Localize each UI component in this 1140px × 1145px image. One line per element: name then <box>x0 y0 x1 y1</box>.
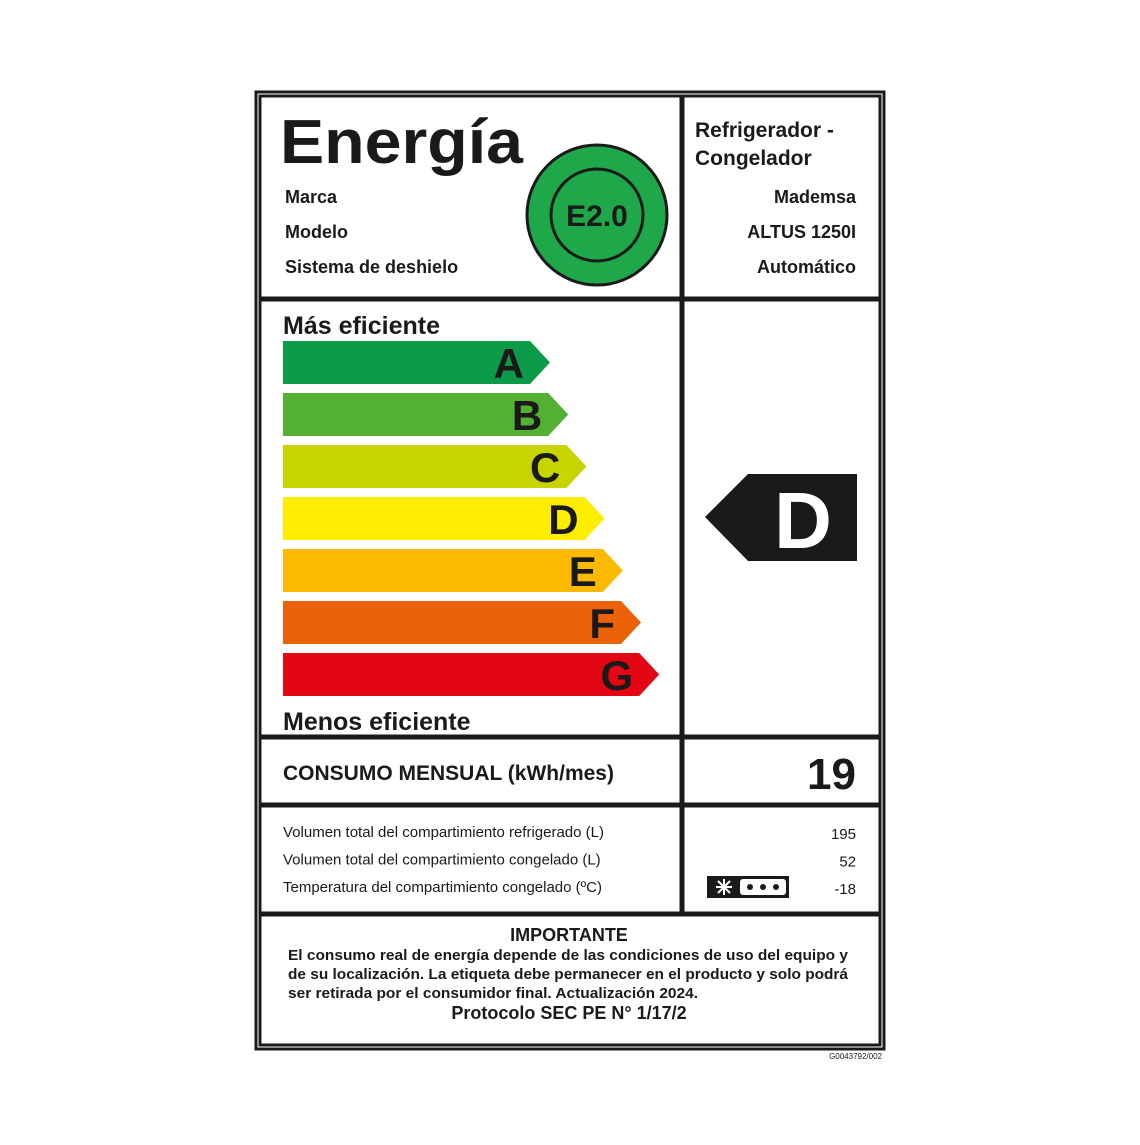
notice-title: IMPORTANTE <box>510 925 628 945</box>
consumption-value: 19 <box>807 750 856 799</box>
cell <box>258 736 683 806</box>
badge-circle <box>525 143 669 287</box>
cell <box>258 298 683 738</box>
rating-letter: D <box>774 476 832 565</box>
product-type: Congelador <box>695 147 812 170</box>
field-value: Mademsa <box>774 187 857 207</box>
class-arrow <box>283 393 569 436</box>
class-letter: B <box>512 392 542 439</box>
product-type: Refrigerador - <box>695 119 834 142</box>
notice-line: El consumo real de energía depende de la… <box>288 947 849 964</box>
class-arrow <box>283 653 660 696</box>
cell <box>681 804 882 915</box>
cell <box>681 736 882 806</box>
detail-value: -18 <box>834 881 856 898</box>
title: Energía <box>280 108 524 177</box>
class-arrow <box>283 445 587 488</box>
class-letter: F <box>589 600 615 647</box>
cell <box>258 94 683 300</box>
class-arrow <box>283 601 641 644</box>
class-arrow <box>283 549 623 592</box>
rating-arrow <box>705 474 857 561</box>
field-value: ALTUS 1250I <box>747 222 856 242</box>
class-letter: G <box>601 652 634 699</box>
field-value: Automático <box>757 257 856 277</box>
consumption-label: CONSUMO MENSUAL (kWh/mes) <box>283 762 614 785</box>
field-label: Sistema de deshielo <box>285 257 458 277</box>
outer-border <box>254 90 886 1051</box>
top-label: Más eficiente <box>283 312 440 340</box>
class-letter: A <box>494 340 524 387</box>
detail-label: Volumen total del compartimiento refrige… <box>283 824 604 841</box>
detail-value: 195 <box>831 826 856 843</box>
freezer-icon <box>707 876 789 898</box>
cell <box>258 804 683 915</box>
detail-label: Volumen total del compartimiento congela… <box>283 852 601 869</box>
detail-value: 52 <box>839 854 856 871</box>
notice-line: ser retirada por el consumidor final. Ac… <box>288 985 698 1002</box>
bottom-label: Menos eficiente <box>283 708 471 736</box>
notice-protocol: Protocolo SEC PE N° 1/17/2 <box>451 1003 686 1023</box>
notice-line: de su localización. La etiqueta debe per… <box>288 966 849 983</box>
class-letter: D <box>548 496 578 543</box>
cell <box>681 298 882 738</box>
cell <box>258 913 882 1047</box>
badge-text: E2.0 <box>566 200 628 233</box>
class-letter: C <box>530 444 560 491</box>
field-label: Marca <box>285 187 338 207</box>
code: G0043792/002 <box>829 1052 882 1061</box>
class-letter: E <box>569 548 597 595</box>
cell <box>681 94 882 300</box>
class-arrow <box>283 341 550 384</box>
field-label: Modelo <box>285 222 348 242</box>
detail-label: Temperatura del compartimiento congelado… <box>283 879 602 896</box>
class-arrow <box>283 497 605 540</box>
badge-ring <box>549 167 645 263</box>
